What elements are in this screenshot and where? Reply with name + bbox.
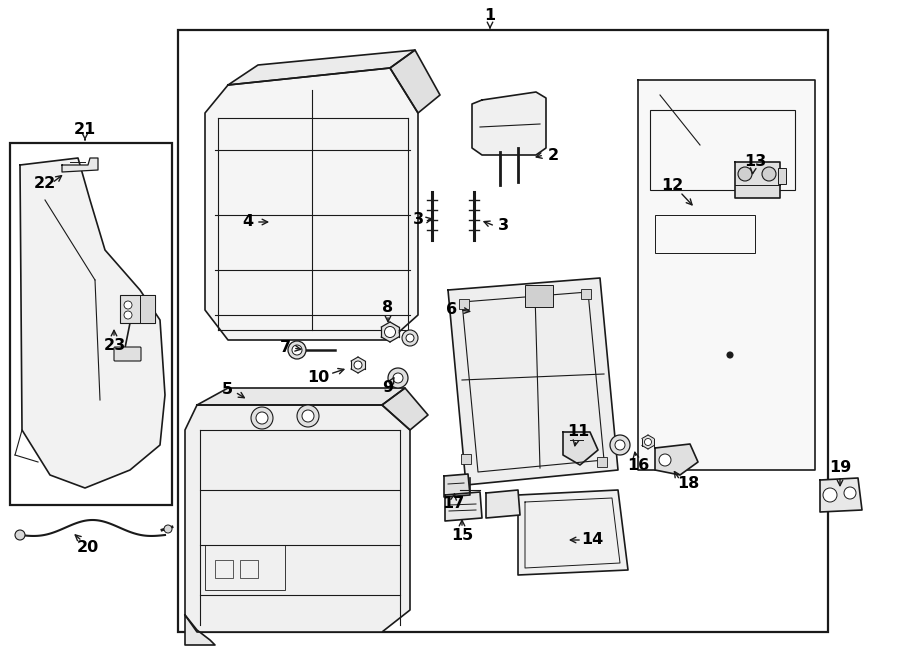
Circle shape (644, 438, 652, 446)
Circle shape (292, 345, 302, 355)
Polygon shape (486, 490, 520, 518)
Text: 11: 11 (567, 424, 590, 440)
Polygon shape (642, 435, 654, 449)
Polygon shape (382, 322, 399, 342)
Text: 9: 9 (382, 381, 393, 395)
Circle shape (762, 167, 776, 181)
Bar (459, 299, 469, 309)
Circle shape (384, 326, 395, 338)
Polygon shape (228, 50, 415, 85)
Text: 12: 12 (661, 179, 683, 193)
FancyBboxPatch shape (114, 347, 141, 361)
Polygon shape (445, 492, 482, 521)
Text: 4: 4 (242, 214, 254, 230)
Bar (215, 560, 233, 578)
Circle shape (124, 301, 132, 309)
Circle shape (659, 454, 671, 466)
Polygon shape (205, 68, 418, 340)
Circle shape (406, 334, 414, 342)
Polygon shape (448, 278, 618, 485)
Circle shape (615, 440, 625, 450)
Polygon shape (472, 92, 546, 155)
Text: 13: 13 (744, 154, 766, 169)
Circle shape (164, 525, 172, 533)
Bar (581, 289, 591, 299)
Bar (778, 168, 786, 184)
Circle shape (823, 488, 837, 502)
Text: 2: 2 (547, 148, 559, 162)
Polygon shape (390, 50, 440, 113)
Bar (240, 560, 258, 578)
Bar (120, 295, 155, 323)
Circle shape (738, 167, 752, 181)
Polygon shape (735, 162, 780, 198)
Text: 14: 14 (580, 532, 603, 547)
Polygon shape (518, 490, 628, 575)
Polygon shape (382, 388, 428, 430)
Text: 6: 6 (446, 303, 457, 318)
Circle shape (15, 530, 25, 540)
Circle shape (256, 412, 268, 424)
Circle shape (288, 341, 306, 359)
Polygon shape (820, 478, 862, 512)
Text: 3: 3 (412, 213, 424, 228)
Polygon shape (351, 357, 364, 373)
Bar (650, 110, 795, 190)
Polygon shape (20, 158, 165, 488)
Text: 1: 1 (484, 9, 496, 23)
Text: 19: 19 (829, 461, 851, 475)
Circle shape (610, 435, 630, 455)
Text: 22: 22 (34, 175, 56, 191)
Text: 7: 7 (279, 340, 291, 355)
Text: 17: 17 (442, 496, 464, 512)
Polygon shape (185, 615, 215, 645)
Polygon shape (563, 432, 598, 465)
Polygon shape (655, 444, 698, 475)
Text: 21: 21 (74, 122, 96, 138)
Circle shape (124, 311, 132, 319)
Circle shape (297, 405, 319, 427)
Bar (597, 457, 607, 467)
Circle shape (844, 487, 856, 499)
Circle shape (251, 407, 273, 429)
Bar (655, 215, 755, 253)
Circle shape (302, 410, 314, 422)
Circle shape (393, 373, 403, 383)
Polygon shape (62, 158, 98, 172)
Bar (140, 295, 155, 323)
Bar (178, 30, 828, 632)
Circle shape (402, 330, 418, 346)
Text: 18: 18 (677, 477, 699, 491)
Text: 23: 23 (104, 338, 126, 352)
Text: 20: 20 (76, 540, 99, 555)
Text: 5: 5 (221, 383, 232, 397)
Bar (461, 454, 471, 464)
Text: 3: 3 (498, 218, 508, 234)
Text: 15: 15 (451, 528, 473, 542)
Circle shape (388, 368, 408, 388)
Bar (10, 143, 172, 505)
Polygon shape (197, 388, 405, 405)
Text: 16: 16 (627, 459, 649, 473)
Text: 8: 8 (382, 301, 393, 316)
Bar (205, 545, 285, 590)
Polygon shape (638, 80, 815, 470)
Circle shape (354, 361, 362, 369)
Bar (525, 285, 553, 307)
Text: 10: 10 (307, 371, 329, 385)
Circle shape (727, 352, 733, 358)
Polygon shape (444, 474, 470, 497)
Polygon shape (185, 405, 410, 632)
